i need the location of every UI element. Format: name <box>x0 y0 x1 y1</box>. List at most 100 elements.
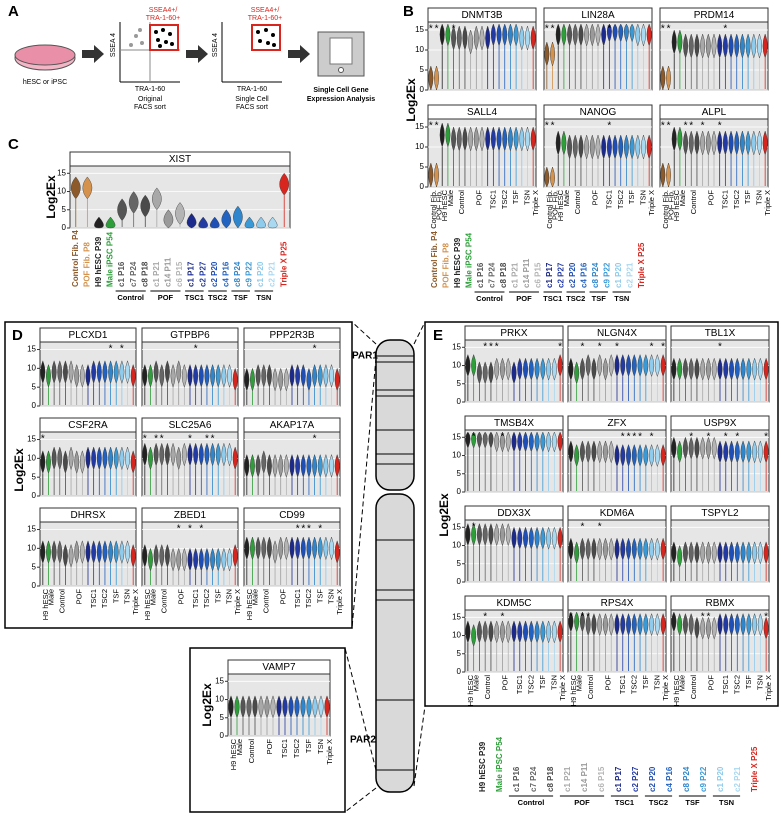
significance: * <box>143 434 147 445</box>
x-label: Triple X <box>131 589 140 615</box>
x-label: Triple X <box>764 675 773 701</box>
violin <box>734 357 740 381</box>
y-tick-label: 15 <box>452 522 461 531</box>
violin <box>288 695 294 719</box>
violin <box>717 541 723 565</box>
violin <box>762 33 768 59</box>
x-label: TSC2 <box>526 675 535 694</box>
violin <box>142 544 148 568</box>
significance: * <box>495 342 499 353</box>
x-label: H9 hESC <box>440 189 449 221</box>
violin <box>519 25 525 51</box>
y-tick-label: 0 <box>457 577 462 586</box>
x-label: Male <box>446 190 455 206</box>
arrow <box>82 45 104 63</box>
violin <box>198 216 208 229</box>
violin <box>439 23 445 47</box>
x-label: Male <box>678 190 687 206</box>
violin <box>568 357 574 381</box>
violin <box>490 23 496 47</box>
legend-header: TSF <box>685 798 700 807</box>
violin <box>227 442 232 467</box>
violin <box>641 134 646 160</box>
significance: * <box>598 522 602 533</box>
violin <box>294 695 300 719</box>
gene-name: CSF2RA <box>68 420 108 431</box>
violin <box>711 130 717 156</box>
gene-name: NLGN4X <box>597 328 637 339</box>
x-label: TSC1 <box>605 190 614 209</box>
x-label: TSF <box>111 589 120 604</box>
violin <box>96 540 102 564</box>
violin <box>711 616 717 640</box>
violin <box>113 360 119 384</box>
violin <box>62 360 68 384</box>
violin <box>102 540 108 564</box>
legend-label: c8 P24 <box>591 262 600 288</box>
x-label: POF <box>706 675 715 691</box>
violin <box>198 547 204 572</box>
gate-label: SSEA4+/ <box>149 7 178 14</box>
violin <box>210 442 216 467</box>
violin <box>473 126 479 152</box>
legend-label: c1 P20 <box>614 262 623 288</box>
violin <box>557 526 563 550</box>
gene-name: PRKX <box>500 328 528 339</box>
significance: * <box>701 121 705 132</box>
violin <box>717 33 723 59</box>
violin <box>234 695 240 719</box>
x-label: POF <box>177 589 186 605</box>
violin <box>46 364 51 388</box>
violin <box>221 547 227 572</box>
violin <box>148 446 153 471</box>
significance: * <box>501 432 505 443</box>
violin <box>660 537 666 561</box>
violin <box>479 25 485 51</box>
violin <box>511 526 517 550</box>
violin <box>329 536 334 561</box>
significance: * <box>452 24 456 35</box>
violin <box>266 536 272 561</box>
violin <box>125 446 130 471</box>
violin <box>82 176 93 200</box>
gene-name: AKAP17A <box>270 420 315 431</box>
chip-port <box>338 67 344 73</box>
violin <box>534 357 540 381</box>
legend-label: c2 P27 <box>198 261 207 287</box>
violin <box>578 23 584 47</box>
legend-header: TSN <box>614 294 629 303</box>
violin <box>244 536 250 561</box>
x-label: Male <box>562 190 571 206</box>
violin <box>717 130 723 156</box>
violin <box>711 436 717 460</box>
chromosome-arm <box>375 493 415 793</box>
violin <box>270 695 276 719</box>
violin <box>646 134 652 160</box>
legend-label: c4 P16 <box>665 766 674 792</box>
violin <box>729 440 735 464</box>
violin <box>465 431 471 449</box>
dots <box>129 28 144 47</box>
significance: * <box>199 524 203 535</box>
significance: * <box>489 342 493 353</box>
violin <box>614 444 620 467</box>
violin <box>306 367 312 392</box>
significance: * <box>580 612 584 623</box>
legend-header: TSN <box>719 798 734 807</box>
significance: * <box>621 432 625 443</box>
violin <box>279 172 290 196</box>
violin <box>462 25 468 51</box>
legend-label: c1 P17 <box>187 261 196 287</box>
violin <box>329 364 334 388</box>
gate-box <box>251 24 281 51</box>
y-tick-label: 10 <box>415 45 424 54</box>
violin <box>142 364 148 388</box>
x-label: TSC2 <box>732 190 741 209</box>
violin <box>494 357 500 381</box>
significance: * <box>545 121 549 132</box>
step-label: Single Cell Gene <box>313 87 368 94</box>
violin <box>740 440 746 464</box>
violin <box>602 440 608 464</box>
violin <box>700 33 706 59</box>
legend-header: Control <box>476 294 503 303</box>
